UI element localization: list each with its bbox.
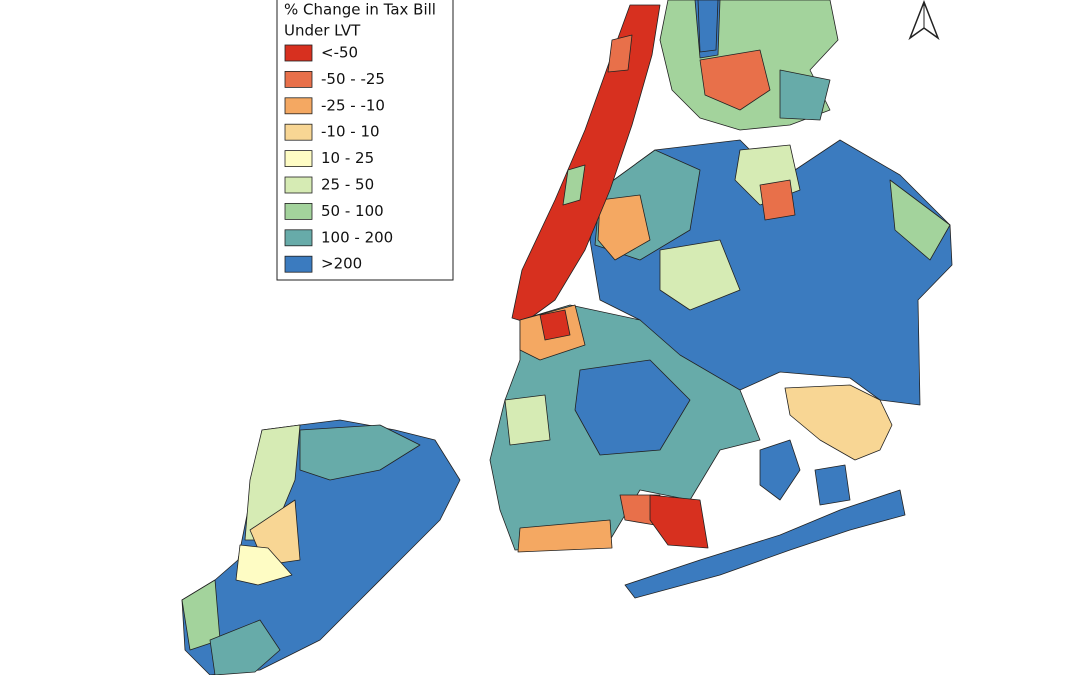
- legend-label: -25 - -10: [321, 96, 385, 114]
- map-region: [784, 384, 893, 461]
- map: [181, 0, 953, 675]
- map-region: [697, 0, 719, 53]
- legend-title: Under LVT: [284, 22, 361, 40]
- legend-label: 25 - 50: [321, 176, 374, 194]
- legend-swatch: [284, 150, 313, 168]
- map-region: [624, 489, 906, 599]
- map-region: [659, 239, 741, 311]
- map-region: [779, 69, 831, 121]
- legend-label: -50 - -25: [321, 70, 385, 88]
- legend-swatch: [284, 229, 313, 247]
- legend-swatch: [284, 97, 313, 115]
- map-region: [607, 34, 633, 73]
- map-region: [299, 424, 421, 481]
- map-region: [699, 49, 771, 111]
- legend-swatch: [284, 176, 313, 194]
- legend-swatch: [284, 123, 313, 141]
- map-region: [814, 464, 851, 506]
- map-region: [889, 179, 951, 261]
- legend-title: % Change in Tax Bill: [284, 1, 436, 19]
- map-region: [562, 164, 586, 206]
- legend-label: 100 - 200: [321, 228, 393, 246]
- legend-label: -10 - 10: [321, 123, 380, 141]
- legend-label: <-50: [321, 44, 358, 62]
- legend: % Change in Tax Bill Under LVT <-50 -50 - -…: [276, 0, 454, 281]
- legend-swatch: [284, 44, 313, 62]
- map-region: [209, 619, 281, 675]
- legend-swatch: [284, 255, 313, 273]
- map-region: [597, 194, 651, 261]
- legend-swatch: [284, 71, 313, 88]
- map-region: [511, 4, 661, 323]
- north-arrow: [908, 0, 940, 41]
- map-region: [235, 544, 293, 586]
- legend-label: 50 - 100: [321, 202, 384, 220]
- map-region: [759, 439, 801, 501]
- map-region: [517, 519, 613, 553]
- map-region: [759, 179, 796, 221]
- map-region: [539, 309, 571, 341]
- map-region: [504, 394, 551, 446]
- map-region: [574, 359, 691, 456]
- map-region: [649, 494, 709, 549]
- legend-label: >200: [321, 255, 362, 273]
- legend-label: 10 - 25: [321, 149, 374, 167]
- legend-swatch: [284, 202, 313, 220]
